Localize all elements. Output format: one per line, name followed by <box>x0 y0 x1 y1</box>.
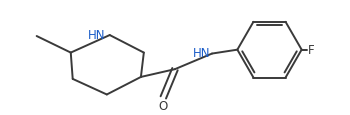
Text: F: F <box>308 44 314 57</box>
Text: HN: HN <box>193 47 210 60</box>
Text: O: O <box>159 99 168 112</box>
Text: HN: HN <box>88 28 106 41</box>
